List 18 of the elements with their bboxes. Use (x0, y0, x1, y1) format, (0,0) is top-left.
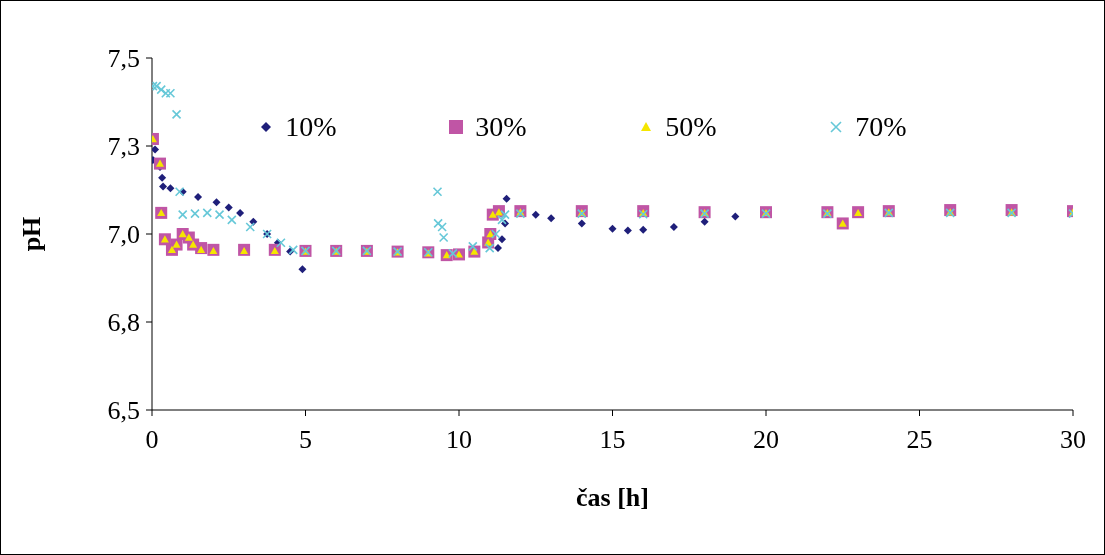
legend-label: 30% (475, 111, 527, 143)
x-axis-title: čas [h] (576, 483, 649, 512)
legend-label: 10% (285, 111, 337, 143)
x-tick-label: 25 (906, 425, 933, 455)
y-tick-label: 7,3 (107, 132, 140, 162)
legend-label: 50% (665, 111, 717, 143)
x-tick-label: 15 (599, 425, 626, 455)
x-tick-label: 30 (1060, 425, 1086, 455)
y-axis-title: pH (17, 216, 47, 252)
legend-label: 70% (855, 111, 907, 143)
y-tick-label: 6,5 (107, 396, 140, 426)
x-tick-label: 0 (145, 425, 159, 455)
x-tick-label: 5 (299, 425, 312, 455)
y-tick-label: 7,0 (107, 220, 140, 250)
y-tick-label: 6,8 (107, 308, 140, 338)
y-tick-label: 7,5 (107, 44, 140, 74)
x-tick-label: 10 (446, 425, 472, 455)
x-tick-label: 20 (753, 425, 779, 455)
